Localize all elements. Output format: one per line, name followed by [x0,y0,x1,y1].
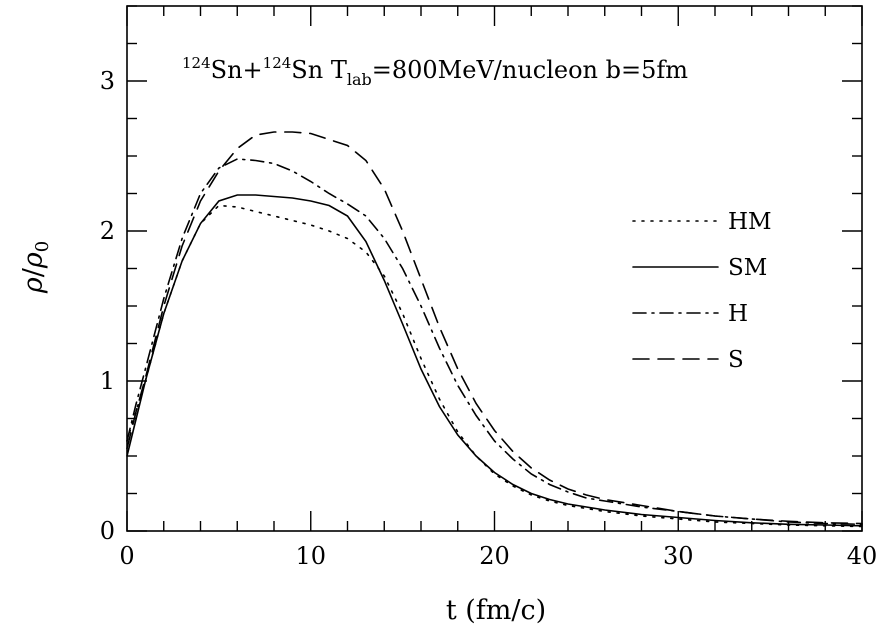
x-tick-label: 10 [295,542,326,570]
y-label-subscript-0: 0 [32,241,53,252]
x-axis-label: t (fm/c) [446,595,546,626]
title-mass-number-2: 124 [263,54,292,72]
chart-title: 124Sn+124Sn Tlab=800MeV/nucleon b=5fm [182,54,688,89]
legend-label-sm: SM [728,255,767,281]
y-tick-label: 0 [100,517,115,545]
x-tick-label: 0 [119,542,134,570]
series-line-h [126,158,863,526]
axis-tick-labels: 0 10 20 30 40 0 1 2 3 [100,67,878,570]
y-tick-label: 3 [100,67,115,95]
axis-ticks [126,5,863,532]
series-line-hm [126,204,863,528]
series-lines [126,131,863,528]
legend: HM SM HS [632,209,772,373]
y-label-slash: / [18,267,49,277]
title-part-2: Sn T [291,56,347,84]
series-line-s [126,131,863,525]
title-part-1: Sn+ [211,56,263,84]
x-tick-label: 40 [847,542,878,570]
y-tick-label: 1 [100,367,115,395]
series-line-sm [126,194,863,527]
title-subscript-lab: lab [347,70,372,89]
y-tick-label: 2 [100,217,115,245]
y-axis-label: ρ/ρ0 [18,241,53,294]
y-label-rho0: ρ [18,252,49,269]
x-tick-label: 20 [479,542,510,570]
title-mass-number-1: 124 [182,54,211,72]
title-part-3: =800MeV/nucleon b=5fm [372,56,689,84]
legend-label-h: H [728,301,748,327]
legend-label-s: S [728,347,744,373]
x-tick-label: 30 [663,542,694,570]
y-label-rho: ρ [18,277,49,294]
legend-label-hm: HM [728,209,772,235]
